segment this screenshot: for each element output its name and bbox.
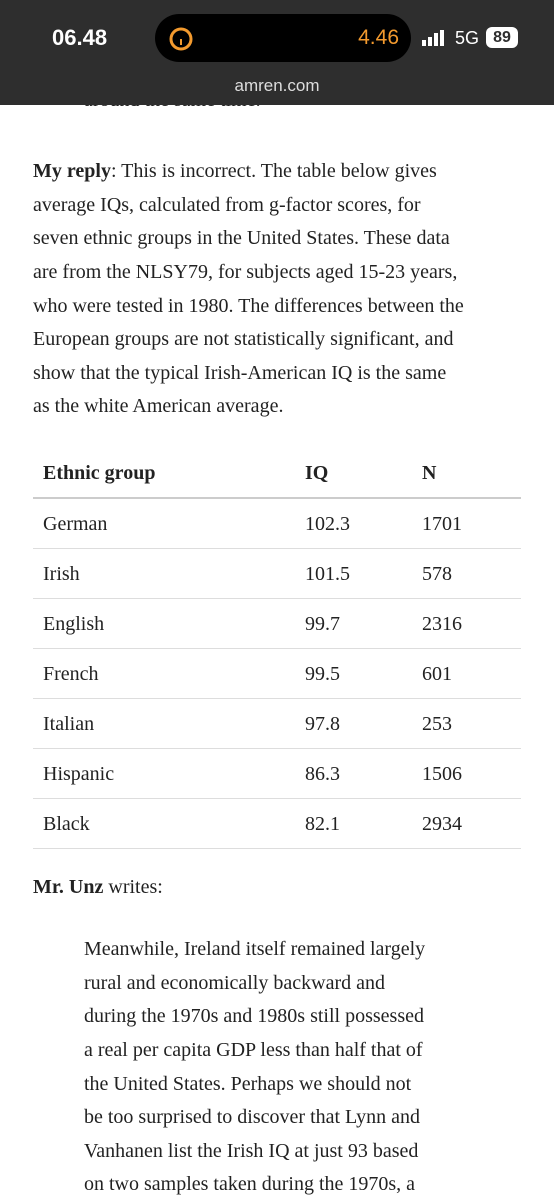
table-cell: 82.1 xyxy=(305,813,340,835)
table-cell: 86.3 xyxy=(305,763,340,785)
unz-lead: Mr. Unz xyxy=(33,876,104,898)
table-cell: English xyxy=(43,613,105,635)
table-header: N xyxy=(422,462,437,484)
table-header-rule xyxy=(33,497,521,499)
quote-line: during the 1970s and 1980s still possess… xyxy=(84,1005,424,1028)
table-cell: 2316 xyxy=(422,613,462,635)
table-cell: 99.5 xyxy=(305,663,340,685)
reply-line: who were tested in 1980. The differences… xyxy=(33,294,464,317)
status-bar: 06.48 4.46 5G 89 amren.com xyxy=(0,0,554,105)
table-cell: 2934 xyxy=(422,813,462,835)
table-row-rule xyxy=(33,748,521,749)
table-row-rule xyxy=(33,698,521,699)
reply-lead: My reply xyxy=(33,160,111,183)
table-row-rule xyxy=(33,798,521,799)
table-row-rule xyxy=(33,648,521,649)
table-cell: 601 xyxy=(422,663,452,685)
quote-line: a real per capita GDP less than half tha… xyxy=(84,1039,423,1061)
reply-line: as the white American average. xyxy=(33,395,284,418)
table-cell: French xyxy=(43,663,99,685)
table-cell: 1701 xyxy=(422,513,462,535)
table-cell: 578 xyxy=(422,563,452,585)
quote-line: Meanwhile, Ireland itself remained large… xyxy=(84,938,426,961)
reply-line: show that the typical Irish-American IQ … xyxy=(33,361,447,384)
signal-icon xyxy=(422,30,444,46)
table-cell: Hispanic xyxy=(43,763,115,785)
table-header: Ethnic group xyxy=(43,462,156,484)
network: 5G xyxy=(455,28,480,48)
table-row-rule xyxy=(33,848,521,849)
table-cell: Irish xyxy=(43,563,80,585)
unz-text: writes: xyxy=(103,876,163,898)
table-cell: 99.7 xyxy=(305,613,340,635)
dynamic-island: 4.46 xyxy=(155,14,411,62)
battery: 89 xyxy=(486,27,518,48)
reply-line: European groups are not statistically si… xyxy=(33,328,454,351)
clock: 06.48 xyxy=(52,25,108,50)
table-header: IQ xyxy=(305,462,329,484)
table-cell: 101.5 xyxy=(305,563,350,585)
table-row-rule xyxy=(33,598,521,599)
table-cell: 253 xyxy=(422,713,452,735)
quote-line: the United States. Perhaps we should not xyxy=(84,1072,412,1095)
reply-line: are from the NLSY79, for subjects aged 1… xyxy=(33,261,458,283)
table-cell: Black xyxy=(43,813,90,835)
unz-line: Mr. Unz writes: xyxy=(33,871,163,905)
table-row-rule xyxy=(33,548,521,549)
url[interactable]: amren.com xyxy=(234,76,320,95)
quote-line: on two samples taken during the 1970s, a xyxy=(84,1173,416,1196)
quote-line: be too surprised to discover that Lynn a… xyxy=(84,1106,421,1129)
table-cell: German xyxy=(43,513,108,535)
timer-icon xyxy=(169,27,193,51)
table-cell: 97.8 xyxy=(305,713,340,735)
quote-line: rural and economically backward and xyxy=(84,971,385,994)
reply-first-line: My reply: This is incorrect. The table b… xyxy=(33,155,437,189)
timer: 4.46 xyxy=(358,26,399,49)
table-cell: 1506 xyxy=(422,763,462,785)
reply-line: seven ethnic groups in the United States… xyxy=(33,227,450,250)
table-cell: Italian xyxy=(43,713,95,735)
table-cell: 102.3 xyxy=(305,513,350,535)
reply-line: average IQs, calculated from g-factor sc… xyxy=(33,193,421,216)
quote-line: Vanhanen list the Irish IQ at just 93 ba… xyxy=(84,1139,419,1162)
reply-text: : This is incorrect. The table below giv… xyxy=(110,160,437,183)
